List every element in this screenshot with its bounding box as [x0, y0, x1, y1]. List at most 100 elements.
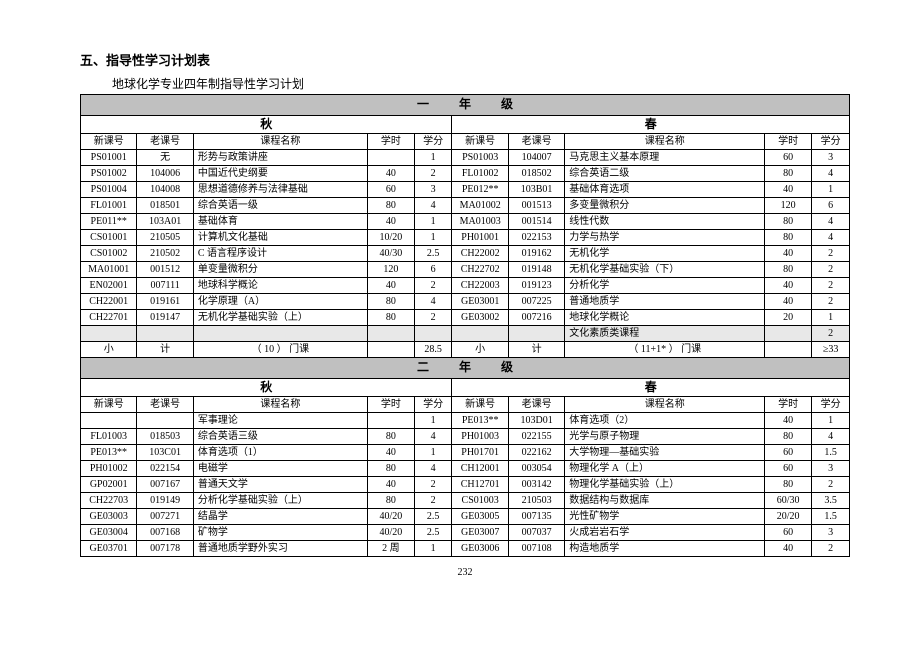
old-code: 007167 [137, 477, 193, 493]
course-name: 构造地质学 [565, 541, 765, 557]
credits: 4 [414, 429, 452, 445]
credits: 3 [812, 150, 850, 166]
year-header: 二年级 [81, 358, 850, 379]
old-code: 001514 [508, 214, 564, 230]
course-name: 物理化学 A（上） [565, 461, 765, 477]
hours: 60 [765, 525, 812, 541]
old-code: 无 [137, 150, 193, 166]
old-code: 007037 [508, 525, 564, 541]
credits: 1 [414, 541, 452, 557]
credits: 2 [812, 246, 850, 262]
course-name: 无机化学 [565, 246, 765, 262]
new-code: GE03007 [452, 525, 508, 541]
hours: 40 [765, 413, 812, 429]
hours: 40 [367, 445, 414, 461]
old-code: 019161 [137, 294, 193, 310]
credits: 1 [414, 150, 452, 166]
course-name: 单变量微积分 [193, 262, 367, 278]
course-name: 光性矿物学 [565, 509, 765, 525]
new-code: PH01002 [81, 461, 137, 477]
course-name: 形势与政策讲座 [193, 150, 367, 166]
credits: 4 [812, 429, 850, 445]
column-header: 学分 [812, 134, 850, 150]
credits: 2 [812, 278, 850, 294]
course-name: 矿物学 [193, 525, 367, 541]
old-code: 019162 [508, 246, 564, 262]
new-code: PS01001 [81, 150, 137, 166]
new-code: GP02001 [81, 477, 137, 493]
course-name: 分析化学基础实验（上） [193, 493, 367, 509]
old-code: 022154 [137, 461, 193, 477]
course-name: 物理化学基础实验（上） [565, 477, 765, 493]
course-name: 线性代数 [565, 214, 765, 230]
old-code: 018501 [137, 198, 193, 214]
old-code: 019148 [508, 262, 564, 278]
season-fall: 秋 [81, 115, 452, 134]
hours: 120 [367, 262, 414, 278]
course-name: 体育选项（2） [565, 413, 765, 429]
credits: 2 [812, 262, 850, 278]
course-name: 电磁学 [193, 461, 367, 477]
new-code [452, 326, 508, 342]
old-code: 022155 [508, 429, 564, 445]
new-code: PS01002 [81, 166, 137, 182]
new-code: PE013** [452, 413, 508, 429]
course-name: 地球化学概论 [565, 310, 765, 326]
credits: 1.5 [812, 445, 850, 461]
course-name: 军事理论 [193, 413, 367, 429]
credits: 2 [812, 326, 850, 342]
course-name: 基础体育 [193, 214, 367, 230]
hours: 80 [765, 214, 812, 230]
column-header: 新课号 [452, 397, 508, 413]
hours: 60 [367, 182, 414, 198]
hours: 40 [367, 278, 414, 294]
column-header: 学分 [812, 397, 850, 413]
credits: 1 [812, 182, 850, 198]
subtotal-credits: 28.5 [414, 342, 452, 358]
old-code: 103A01 [137, 214, 193, 230]
course-name: 文化素质类课程 [565, 326, 765, 342]
credits: 4 [414, 461, 452, 477]
hours: 80 [367, 310, 414, 326]
course-name: 力学与热学 [565, 230, 765, 246]
old-code: 007135 [508, 509, 564, 525]
subtotal-text: （ 10 ） 门课 [193, 342, 367, 358]
new-code: PE011** [81, 214, 137, 230]
column-header: 老课号 [137, 397, 193, 413]
old-code: 022162 [508, 445, 564, 461]
new-code: FL01003 [81, 429, 137, 445]
credits: 2.5 [414, 525, 452, 541]
new-code: PS01003 [452, 150, 508, 166]
old-code: 104008 [137, 182, 193, 198]
column-header: 学时 [765, 134, 812, 150]
subtotal-text: （ 11+1* ） 门课 [565, 342, 765, 358]
new-code: CH12701 [452, 477, 508, 493]
column-header: 学分 [414, 134, 452, 150]
new-code: FL01002 [452, 166, 508, 182]
column-header: 新课号 [452, 134, 508, 150]
column-header: 课程名称 [565, 397, 765, 413]
column-header: 老课号 [508, 397, 564, 413]
old-code: 007168 [137, 525, 193, 541]
course-name: 多变量微积分 [565, 198, 765, 214]
credits: 2 [414, 477, 452, 493]
old-code: 007111 [137, 278, 193, 294]
new-code: GE03005 [452, 509, 508, 525]
old-code: 007178 [137, 541, 193, 557]
old-code: 018502 [508, 166, 564, 182]
hours: 2 周 [367, 541, 414, 557]
new-code: CH22701 [81, 310, 137, 326]
new-code: CH22703 [81, 493, 137, 509]
hours: 40 [765, 541, 812, 557]
old-code: 103D01 [508, 413, 564, 429]
credits: 1 [812, 310, 850, 326]
new-code: MA01002 [452, 198, 508, 214]
column-header: 学时 [367, 397, 414, 413]
new-code: MA01003 [452, 214, 508, 230]
credits: 1 [812, 413, 850, 429]
hours: 80 [367, 461, 414, 477]
new-code: EN02001 [81, 278, 137, 294]
hours: 60 [765, 150, 812, 166]
old-code: 019149 [137, 493, 193, 509]
course-name: 普通天文学 [193, 477, 367, 493]
